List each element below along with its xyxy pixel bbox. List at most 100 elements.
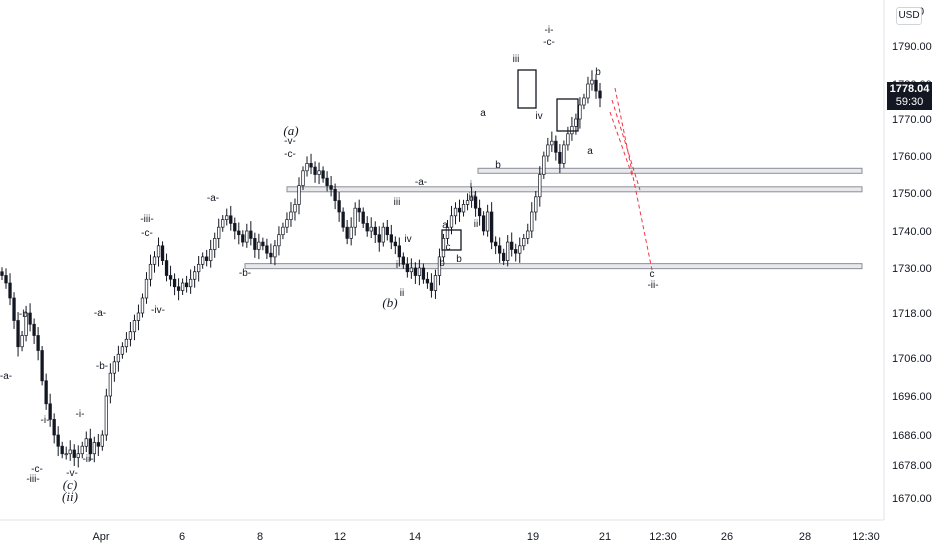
wave-label: -c-: [141, 228, 153, 239]
candle: [461, 199, 466, 217]
last-price-value: 1778.04: [889, 83, 930, 95]
candle: [393, 236, 397, 255]
candle: [433, 269, 438, 299]
candle: [485, 204, 490, 237]
wave-label: ii: [400, 288, 404, 299]
projection-line[interactable]: [611, 99, 641, 191]
candle: [144, 272, 149, 304]
wave-degree-label: (ii): [62, 489, 78, 504]
candle: [44, 373, 48, 410]
candle: [120, 342, 125, 359]
candle: [32, 318, 36, 344]
candle: [40, 346, 44, 386]
wave-label: -ii-: [82, 454, 93, 465]
candle: [413, 262, 418, 284]
wave-label: a: [587, 146, 593, 157]
x-tick-label: 28: [799, 531, 811, 543]
candle: [465, 193, 470, 211]
candle: [261, 237, 265, 251]
candle: [550, 131, 554, 152]
candle: [96, 434, 100, 456]
candle: [321, 166, 325, 183]
wave-label: b: [456, 254, 462, 265]
wave-label: -b-: [96, 361, 108, 372]
wave-label: iii: [394, 197, 401, 208]
candle: [594, 74, 598, 99]
wave-box[interactable]: [556, 98, 579, 132]
candle: [369, 217, 373, 239]
candle: [88, 428, 92, 461]
projection-line[interactable]: [614, 87, 653, 271]
candle: [48, 393, 52, 427]
y-axis[interactable]: 1790.001780.001770.001760.001750.001740.…: [883, 0, 932, 520]
wave-degree-label: (a): [283, 123, 298, 138]
candle: [285, 212, 289, 234]
support-resistance-zone[interactable]: [477, 167, 863, 174]
wave-label: ii: [474, 219, 478, 230]
wave-label: -a-: [207, 193, 219, 204]
candle: [281, 222, 285, 240]
wave-box[interactable]: [441, 229, 462, 251]
candle: [329, 175, 333, 197]
projection-line[interactable]: [609, 111, 634, 179]
candle: [498, 237, 502, 263]
candle: [269, 243, 273, 264]
candle: [4, 268, 8, 289]
candle: [558, 143, 562, 174]
candle: [534, 190, 538, 221]
x-tick-label: 8: [257, 531, 263, 543]
candle: [257, 233, 261, 260]
wave-label: b: [595, 67, 601, 78]
candle: [152, 251, 157, 273]
candle: [518, 237, 522, 263]
candle: [60, 441, 64, 459]
support-resistance-zone[interactable]: [286, 186, 863, 193]
candle: [506, 235, 510, 267]
candle: [213, 232, 217, 258]
y-tick-label: 1678.00: [892, 460, 932, 472]
candle: [72, 444, 76, 467]
candle: [265, 238, 269, 259]
candle: [104, 388, 108, 441]
wave-label: -v-: [284, 136, 296, 147]
candle: [128, 322, 133, 347]
candle: [209, 239, 213, 268]
wave-annotations: -a--b--c--iii--i--i--v--ii--a--b--iii--c…: [0, 25, 659, 504]
candle: [514, 243, 518, 262]
candle: [590, 70, 594, 91]
x-tick-label: 6: [179, 531, 185, 543]
candle: [586, 76, 590, 104]
support-resistance-zone[interactable]: [244, 263, 863, 270]
candle: [489, 202, 494, 250]
candle: [184, 275, 189, 293]
candle: [205, 249, 209, 267]
candle: [417, 259, 422, 286]
candle: [445, 219, 450, 245]
x-axis[interactable]: Apr 6 8 12 14 19 21 12:30 26 28 12:30: [0, 519, 884, 543]
x-tick-label: 12: [334, 531, 346, 543]
wave-label: a: [480, 108, 486, 119]
candle: [522, 233, 526, 251]
candle: [582, 93, 586, 110]
candle: [28, 303, 32, 332]
wave-label: b: [495, 160, 501, 171]
candle: [481, 211, 486, 236]
candle: [365, 216, 369, 237]
candle: [100, 430, 104, 451]
currency-button[interactable]: USD: [896, 7, 922, 25]
projection-lines: [609, 87, 653, 271]
candle: [36, 327, 40, 361]
wave-label: -c-: [284, 149, 296, 160]
x-tick-label: 19: [527, 531, 539, 543]
candle: [112, 355, 117, 382]
candle: [156, 237, 161, 267]
y-tick-label: 1750.00: [892, 188, 932, 200]
y-tick-label: 1790.00: [892, 41, 932, 53]
candle: [217, 218, 221, 249]
candle: [477, 199, 482, 226]
candle: [233, 217, 237, 240]
candlestick-series: [0, 70, 602, 468]
wave-box[interactable]: [517, 69, 537, 109]
candle: [249, 221, 253, 246]
